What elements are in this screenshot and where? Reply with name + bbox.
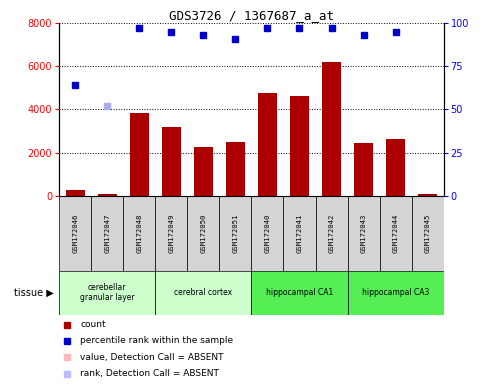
Bar — [59, 196, 91, 271]
Title: GDS3726 / 1367687_a_at: GDS3726 / 1367687_a_at — [169, 9, 334, 22]
Bar — [412, 196, 444, 271]
Bar — [219, 196, 251, 271]
Text: GSM172040: GSM172040 — [264, 214, 271, 253]
Text: GSM172047: GSM172047 — [104, 214, 110, 253]
Bar — [226, 142, 245, 196]
Bar — [130, 113, 149, 196]
Text: cerebral cortex: cerebral cortex — [175, 288, 232, 297]
Text: GSM172042: GSM172042 — [328, 214, 335, 253]
Text: percentile rank within the sample: percentile rank within the sample — [80, 336, 233, 346]
Bar — [66, 190, 85, 196]
Bar — [418, 194, 437, 196]
Text: GSM172045: GSM172045 — [424, 214, 431, 253]
Bar — [162, 127, 181, 196]
Text: GSM172048: GSM172048 — [136, 214, 142, 253]
Bar — [348, 271, 444, 315]
Text: hippocampal CA1: hippocampal CA1 — [266, 288, 333, 297]
Bar — [123, 196, 155, 271]
Text: GSM172043: GSM172043 — [360, 214, 367, 253]
Text: GSM172051: GSM172051 — [232, 214, 239, 253]
Text: GSM172049: GSM172049 — [168, 214, 175, 253]
Bar — [187, 196, 219, 271]
Bar — [322, 62, 341, 196]
Bar — [194, 147, 213, 196]
Text: GSM172050: GSM172050 — [200, 214, 207, 253]
Bar — [155, 271, 251, 315]
Bar — [251, 271, 348, 315]
Bar — [316, 196, 348, 271]
Bar — [251, 196, 283, 271]
Bar — [380, 196, 412, 271]
Text: GSM172046: GSM172046 — [72, 214, 78, 253]
Bar — [386, 139, 405, 196]
Text: GSM172041: GSM172041 — [296, 214, 303, 253]
Bar — [354, 143, 373, 196]
Bar — [290, 96, 309, 196]
Bar — [59, 271, 155, 315]
Bar — [98, 194, 117, 196]
Text: hippocampal CA3: hippocampal CA3 — [362, 288, 429, 297]
Bar — [155, 196, 187, 271]
Bar — [91, 196, 123, 271]
Text: rank, Detection Call = ABSENT: rank, Detection Call = ABSENT — [80, 369, 219, 378]
Text: GSM172044: GSM172044 — [392, 214, 399, 253]
Text: tissue ▶: tissue ▶ — [14, 288, 54, 298]
Text: cerebellar
granular layer: cerebellar granular layer — [80, 283, 135, 303]
Bar — [258, 93, 277, 196]
Bar — [348, 196, 380, 271]
Text: count: count — [80, 320, 106, 329]
Bar — [283, 196, 316, 271]
Text: value, Detection Call = ABSENT: value, Detection Call = ABSENT — [80, 353, 224, 362]
